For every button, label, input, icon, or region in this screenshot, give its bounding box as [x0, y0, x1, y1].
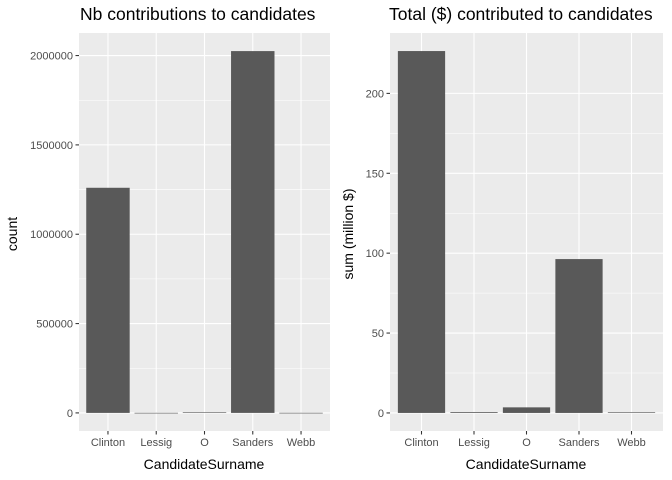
y-tick-label: 1000000 — [30, 229, 73, 241]
bar-clinton — [86, 187, 130, 413]
x-tick-label: Sanders — [232, 437, 273, 449]
x-axis-title: CandidateSurname — [144, 456, 265, 472]
x-tick-label: Webb — [287, 437, 316, 449]
x-tick-label: O — [200, 437, 209, 449]
y-tick-label: 0 — [378, 408, 384, 420]
bar-lessig — [450, 412, 498, 413]
x-tick-label: Clinton — [91, 437, 125, 449]
y-axis-title: sum (million $) — [340, 188, 356, 279]
x-tick-label: Sanders — [559, 437, 600, 449]
chart-title: Nb contributions to candidates — [80, 4, 316, 24]
bar-o — [182, 412, 227, 413]
y-tick-label: 200 — [366, 88, 384, 100]
bar-lessig — [134, 412, 178, 414]
y-tick-label: 0 — [67, 408, 73, 420]
bar-o — [502, 407, 551, 413]
bar-clinton — [397, 51, 446, 413]
y-tick-label: 100 — [366, 248, 384, 260]
y-tick-label: 150 — [366, 168, 384, 180]
x-tick-label: Clinton — [404, 437, 438, 449]
bar-webb — [607, 412, 656, 413]
y-axis-title: count — [4, 217, 20, 251]
y-tick-label: 1500000 — [30, 140, 73, 152]
bar-sanders — [231, 51, 275, 413]
x-tick-label: Webb — [617, 437, 646, 449]
y-tick-label: 50 — [372, 328, 384, 340]
contributions-sum-chart: 0 50 100 150 200 Clinton Lessig O Sanders Webb To… — [340, 4, 663, 472]
bar-webb — [279, 412, 323, 414]
x-axis-title: CandidateSurname — [466, 456, 587, 472]
contributions-count-chart: 0 500000 1000000 1500000 2000000 Clinton Lessi… — [4, 4, 330, 472]
y-tick-label: 500000 — [36, 319, 73, 331]
chart-title: Total ($) contributed to candidates — [389, 4, 653, 24]
x-tick-label: O — [522, 437, 531, 449]
x-tick-label: Lessig — [458, 437, 490, 449]
bar-sanders — [555, 259, 603, 413]
y-tick-label: 2000000 — [30, 51, 73, 63]
x-tick-label: Lessig — [140, 437, 172, 449]
